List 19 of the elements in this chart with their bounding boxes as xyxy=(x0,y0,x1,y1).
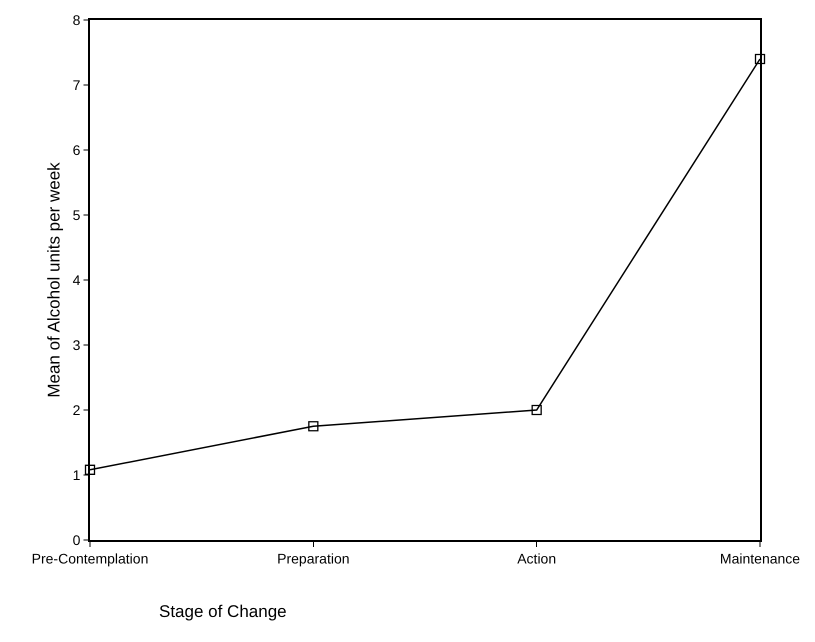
y-tick-label: 5 xyxy=(72,206,81,223)
x-tick-label: Preparation xyxy=(277,550,350,567)
y-tick-label: 6 xyxy=(72,142,81,158)
point xyxy=(308,421,318,432)
y-tick-label: 3 xyxy=(72,336,81,353)
y-tick-label: 0 xyxy=(72,532,81,548)
y-tick-label: 7 xyxy=(72,76,81,93)
y-tick-label: 1 xyxy=(72,466,81,483)
point xyxy=(84,464,96,475)
x-axis-title: Stage of Change xyxy=(159,602,287,621)
x-tick-label: Pre-Contemplation xyxy=(32,550,148,567)
point xyxy=(754,54,766,64)
y-tick-label: 8 xyxy=(72,12,81,28)
y-tick-label: 2 xyxy=(72,402,81,418)
x-tick-label: Action xyxy=(517,550,556,567)
y-tick-label: 4 xyxy=(72,272,81,288)
point xyxy=(532,404,542,416)
y-axis-title: Mean of Alcohol units per week xyxy=(44,162,64,398)
x-tick-label: Maintenance xyxy=(720,550,800,567)
